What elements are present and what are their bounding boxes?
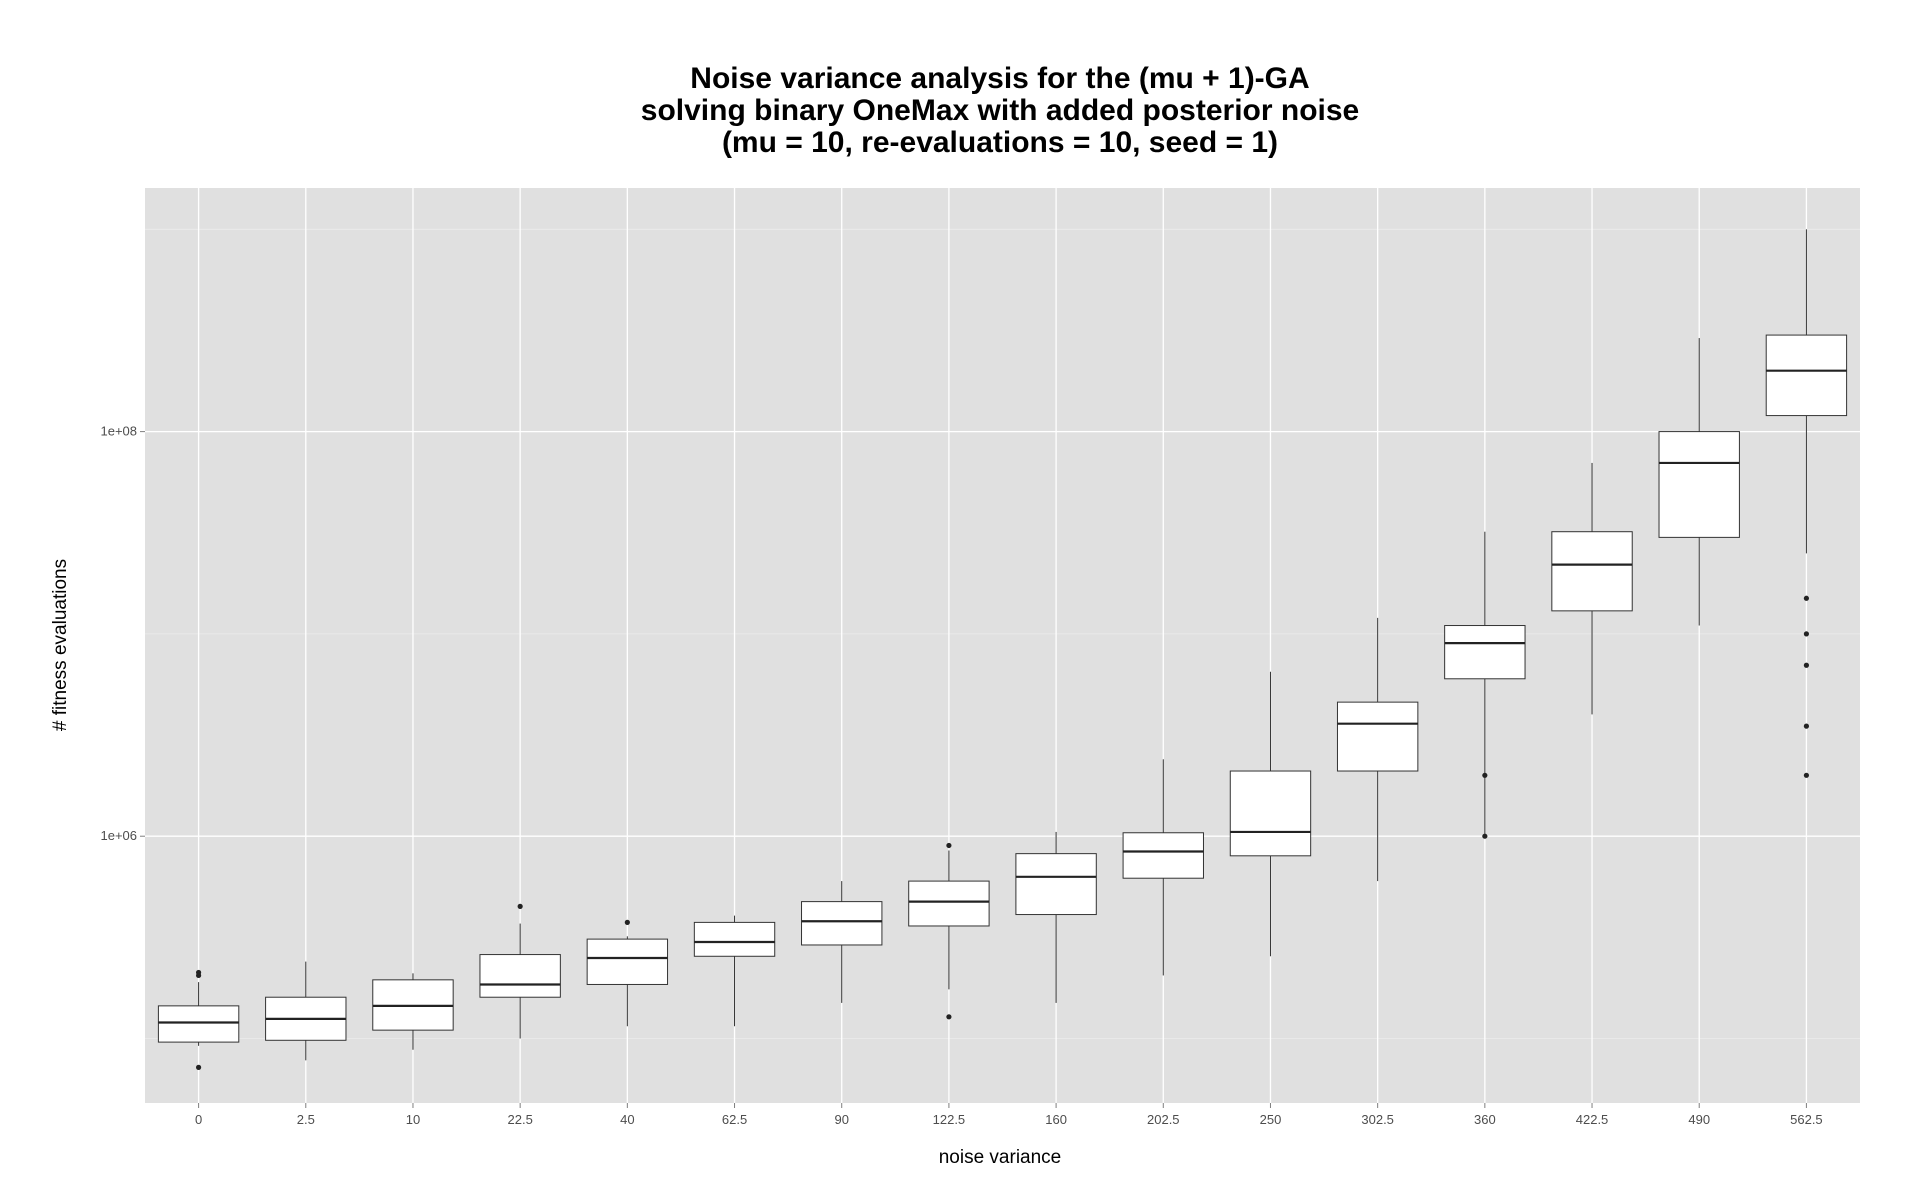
chart-title-line-2: solving binary OneMax with added posteri… (641, 94, 1359, 127)
x-axis-title: noise variance (939, 1147, 1062, 1168)
box-302.5 (1336, 617, 1419, 882)
outlier-point (1482, 833, 1488, 839)
x-tick-label: 2.5 (297, 1112, 315, 1127)
x-tick-label: 90 (834, 1112, 848, 1127)
box-iqr (693, 921, 776, 957)
outlier-point (946, 842, 952, 849)
box-layer (157, 229, 1848, 1070)
x-tick-label: 122.5 (933, 1112, 966, 1127)
box-250 (1229, 671, 1312, 957)
box-2.5 (265, 961, 347, 1061)
box-iqr (586, 938, 669, 985)
outlier-point (1803, 723, 1810, 729)
box-iqr (1015, 853, 1097, 916)
x-tick-label: 40 (620, 1112, 634, 1127)
box-22.5 (479, 903, 561, 1039)
x-tick-label: 22.5 (508, 1112, 533, 1127)
box-360 (1444, 531, 1526, 839)
chart-title: Noise variance analysis for the (mu + 1)… (641, 62, 1359, 159)
box-iqr (1765, 334, 1848, 417)
box-0 (157, 969, 240, 1070)
x-tick-label: 490 (1688, 1112, 1710, 1127)
outlier-point (1803, 772, 1810, 778)
outlier-point (946, 1014, 952, 1020)
axis-layer: 1e+06 1e+08 0 2.5 10 22.5 40 62.5 90 122.5 160 202.… (100, 424, 1822, 1127)
x-tick-label: 202.5 (1147, 1112, 1180, 1127)
x-tick-label: 422.5 (1576, 1112, 1609, 1127)
box-40 (586, 919, 669, 1027)
box-490 (1658, 338, 1740, 626)
x-tick-label: 562.5 (1790, 1112, 1823, 1127)
box-10 (372, 973, 454, 1050)
x-tick-label: 302.5 (1361, 1112, 1394, 1127)
box-iqr (1122, 832, 1204, 879)
box-iqr (1658, 431, 1740, 538)
x-tick-label: 10 (406, 1112, 420, 1127)
outlier-point (195, 1064, 202, 1070)
box-iqr (157, 1005, 240, 1043)
outlier-point (624, 919, 630, 925)
box-122.5 (908, 842, 990, 1020)
y-tick-label: 1e+06 (100, 828, 137, 843)
box-90 (801, 881, 883, 1003)
box-iqr (1336, 701, 1419, 772)
chart-title-line-1: Noise variance analysis for the (mu + 1)… (690, 62, 1309, 95)
x-tick-label: 360 (1474, 1112, 1496, 1127)
x-tick-label: 160 (1045, 1112, 1067, 1127)
y-tick-label: 1e+08 (100, 424, 137, 439)
outlier-point (195, 969, 202, 976)
box-iqr (1444, 625, 1526, 680)
box-iqr (1229, 770, 1312, 857)
chart-title-line-3: (mu = 10, re-evaluations = 10, seed = 1) (722, 126, 1278, 159)
y-axis-title: # fitness evaluations (50, 559, 71, 731)
box-iqr (479, 954, 561, 998)
box-160 (1015, 831, 1097, 1003)
box-562.5 (1765, 229, 1848, 778)
box-62.5 (693, 915, 776, 1027)
outlier-point (1482, 772, 1488, 778)
x-tick-label: 0 (195, 1112, 202, 1127)
box-iqr (1551, 531, 1633, 612)
box-422.5 (1551, 462, 1633, 715)
box-iqr (908, 880, 990, 927)
outlier-point (517, 903, 523, 909)
x-tick-label: 250 (1260, 1112, 1282, 1127)
outlier-point (1803, 595, 1810, 601)
box-202.5 (1122, 759, 1204, 976)
outlier-point (1803, 631, 1810, 637)
plot-panel (145, 188, 1860, 1103)
box-iqr (801, 901, 883, 946)
x-tick-label: 62.5 (722, 1112, 747, 1127)
outlier-point (1803, 662, 1810, 668)
